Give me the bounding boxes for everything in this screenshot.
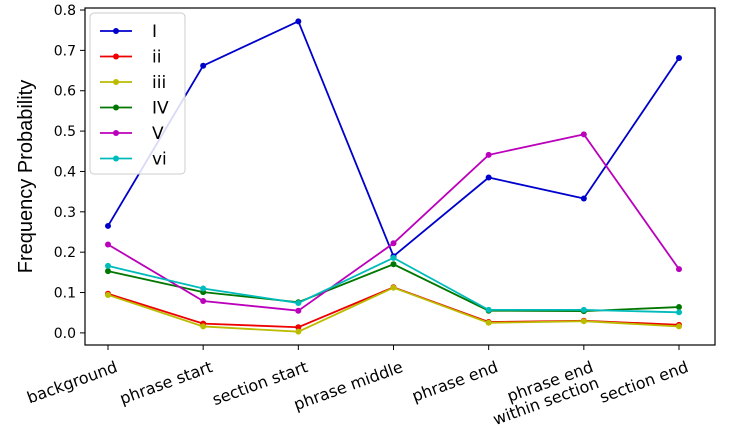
series-vi — [105, 254, 682, 316]
legend-marker — [113, 130, 119, 136]
data-point — [295, 324, 302, 331]
data-point — [580, 131, 587, 138]
data-point — [485, 174, 492, 181]
data-point — [295, 300, 302, 307]
x-tick-label: phrase start — [117, 357, 215, 408]
x-tick-label: phrase end — [409, 357, 500, 406]
data-point — [676, 309, 682, 316]
data-point — [580, 306, 587, 313]
y-tick-label: 0.8 — [54, 3, 76, 19]
data-point — [390, 261, 397, 268]
data-point — [200, 62, 207, 69]
legend-marker — [113, 53, 119, 60]
data-point — [105, 241, 111, 248]
legend-box — [89, 12, 186, 175]
legend-marker — [113, 155, 119, 162]
y-tick-label: 0.2 — [54, 245, 76, 261]
y-axis-label: Frequency Probability — [15, 80, 37, 273]
data-point — [390, 240, 397, 247]
data-point — [580, 195, 587, 202]
legend-item-ii: ii — [100, 48, 161, 68]
legend-marker — [113, 28, 119, 34]
x-tick-label: background — [24, 357, 119, 407]
y-tick-label: 0.0 — [54, 326, 76, 342]
data-point — [200, 323, 207, 330]
legend-label: V — [152, 124, 164, 144]
x-tick-label: phrase middle — [291, 357, 405, 414]
legend-item-V: V — [100, 124, 164, 144]
data-point — [676, 323, 682, 330]
data-point — [295, 328, 302, 335]
legend-item-iii: iii — [100, 73, 166, 93]
y-tick-label: 0.6 — [54, 84, 76, 100]
legend-label: vi — [152, 150, 167, 170]
legend-label: I — [152, 22, 157, 42]
y-tick-label: 0.3 — [54, 205, 76, 221]
series-I — [105, 18, 682, 260]
legend-label: IV — [152, 99, 169, 119]
data-point — [485, 319, 492, 326]
y-tick-label: 0.7 — [54, 43, 76, 59]
data-point — [676, 266, 682, 273]
data-point — [295, 18, 302, 25]
data-point — [105, 291, 111, 298]
data-point — [485, 306, 492, 313]
data-point — [390, 284, 397, 291]
series-group — [105, 18, 682, 335]
legend-marker — [113, 79, 119, 85]
plot-frame — [84, 7, 716, 346]
series-V — [105, 131, 682, 314]
data-point — [105, 262, 111, 269]
data-point — [485, 151, 492, 158]
data-point — [105, 222, 111, 229]
data-point — [105, 268, 111, 275]
legend-item-vi: vi — [100, 150, 167, 170]
legend-label: ii — [152, 48, 161, 68]
x-tick-label: section end — [597, 357, 691, 407]
data-point — [676, 55, 682, 62]
y-tick-label: 0.4 — [54, 164, 76, 180]
data-point — [676, 304, 682, 311]
y-tick-label: 0.5 — [54, 124, 76, 140]
data-point — [295, 307, 302, 314]
y-tick-label: 0.1 — [54, 286, 76, 302]
legend-item-I: I — [100, 22, 157, 42]
x-tick-label: phrase endwithin section — [485, 357, 602, 428]
data-point — [580, 318, 587, 325]
data-point — [200, 285, 207, 292]
data-point — [200, 298, 207, 305]
legend-label: iii — [152, 73, 166, 93]
series-line — [107, 20, 680, 258]
series-iii — [105, 284, 682, 335]
legend-item-IV: IV — [100, 99, 169, 119]
data-point — [390, 254, 397, 261]
series-line — [107, 133, 680, 312]
legend-marker — [113, 104, 119, 111]
